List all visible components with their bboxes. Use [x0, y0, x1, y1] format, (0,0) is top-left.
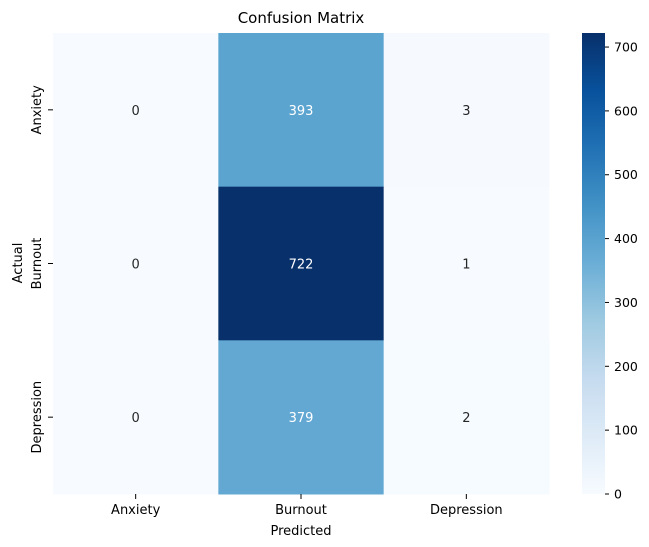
cell-value-label: 393	[289, 104, 314, 119]
colorbar-tick-label: 600	[614, 103, 638, 118]
heatmap-cell	[383, 186, 550, 341]
y-tick-label: Anxiety	[30, 85, 45, 135]
heatmap-cell	[383, 33, 550, 188]
heatmap-cell-labels: 0 393 3 0 722 1 0 379 2	[132, 104, 471, 426]
colorbar	[582, 33, 605, 494]
heatmap-cells	[53, 33, 550, 495]
cell-value-label: 3	[462, 104, 470, 119]
x-axis-label: Predicted	[270, 524, 331, 539]
heatmap-cell	[53, 33, 219, 188]
cell-value-label: 0	[132, 258, 140, 273]
y-axis-ticks: Anxiety Burnout Depression	[30, 85, 53, 454]
heatmap-cell	[218, 186, 385, 341]
colorbar-tick-label: 200	[614, 359, 638, 374]
colorbar-tick-label: 700	[614, 40, 638, 55]
cell-value-label: 1	[462, 258, 470, 273]
cell-value-label: 2	[462, 411, 470, 426]
cell-value-label: 722	[289, 258, 314, 273]
colorbar-tick-label: 400	[614, 231, 638, 246]
cell-value-label: 379	[289, 411, 314, 426]
y-tick-label: Depression	[30, 381, 45, 454]
y-tick-label: Burnout	[30, 238, 45, 290]
heatmap-cell	[218, 33, 385, 188]
colorbar-ticks: 0 100 200 300 400 500 600 700	[605, 40, 638, 502]
heatmap-cell	[383, 340, 550, 495]
heatmap-cell	[53, 340, 219, 495]
cell-value-label: 0	[132, 104, 140, 119]
x-tick-label: Anxiety	[111, 503, 161, 518]
colorbar-tick-label: 300	[614, 295, 638, 310]
x-axis-ticks: Anxiety Burnout Depression	[111, 494, 503, 518]
x-tick-label: Depression	[430, 503, 503, 518]
heatmap-cell	[218, 340, 385, 495]
colorbar-tick-label: 0	[614, 487, 622, 502]
colorbar-tick-label: 500	[614, 167, 638, 182]
cell-value-label: 0	[132, 411, 140, 426]
y-axis-label: Actual	[11, 243, 26, 284]
colorbar-tick-label: 100	[614, 423, 638, 438]
x-tick-label: Burnout	[275, 503, 327, 518]
chart-title: Confusion Matrix	[238, 9, 365, 27]
heatmap-cell	[53, 186, 219, 341]
